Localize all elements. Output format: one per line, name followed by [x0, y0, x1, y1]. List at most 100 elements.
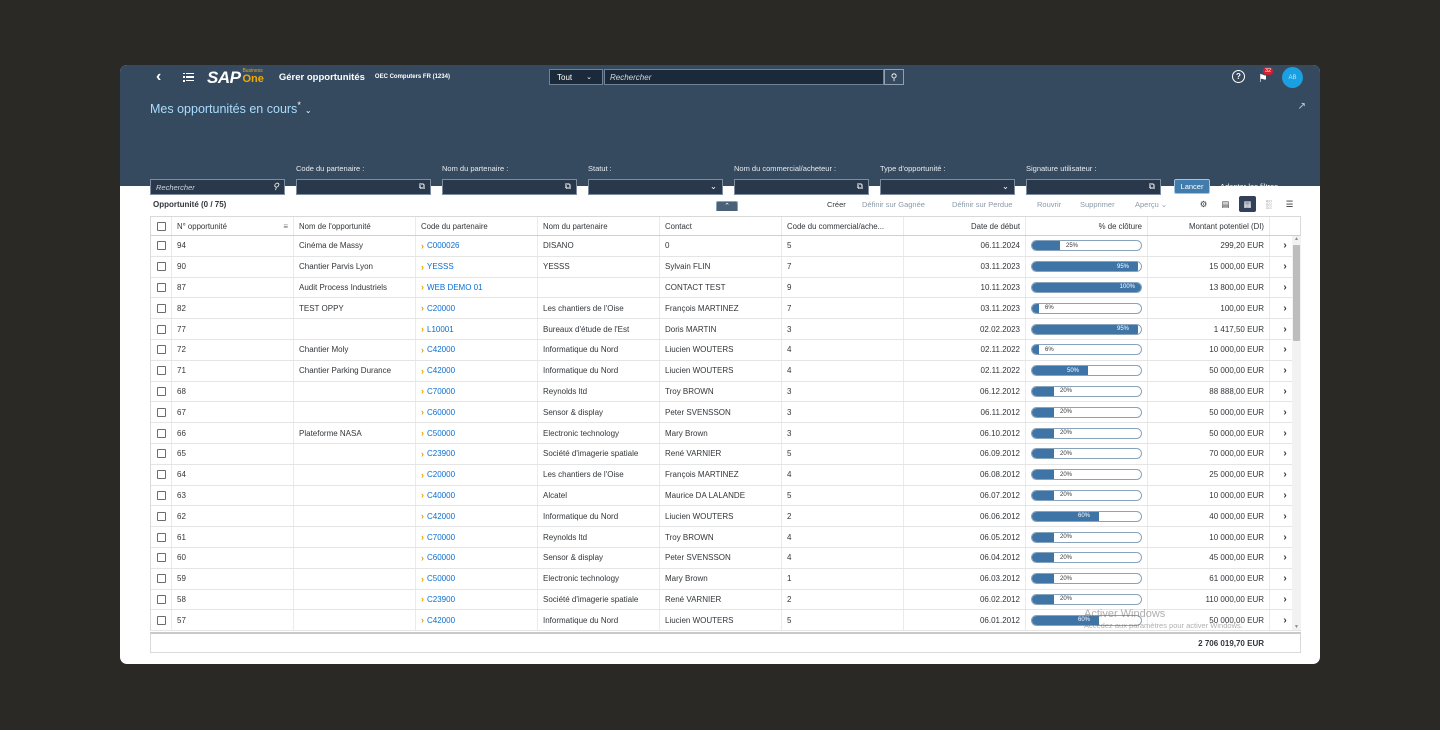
chevron-right-icon[interactable]: ›	[1283, 406, 1287, 418]
row-checkbox[interactable]	[151, 589, 172, 610]
row-checkbox[interactable]	[151, 527, 172, 547]
set-won-button[interactable]: Définir sur Gagnée	[862, 200, 925, 209]
preview-button[interactable]: Aperçu ⌄	[1135, 200, 1168, 209]
table-row[interactable]: 82 TEST OPPY › C20000 Les chantiers de l'…	[151, 298, 1300, 320]
chevron-right-icon[interactable]: ›	[1283, 365, 1287, 377]
chevron-right-icon[interactable]: ›	[1283, 240, 1287, 252]
chevron-right-icon[interactable]: ›	[1283, 469, 1287, 481]
settings-icon[interactable]: ⚙	[1199, 198, 1208, 209]
set-lost-button[interactable]: Définir sur Perdue	[952, 200, 1013, 209]
row-checkbox[interactable]	[151, 319, 172, 339]
avatar[interactable]: AB	[1282, 67, 1303, 88]
list-view-icon[interactable]: ☰	[1285, 198, 1294, 209]
cell-partner-code-link[interactable]: › C60000	[416, 547, 538, 568]
status-select[interactable]: ⌄	[588, 179, 723, 195]
sap-logo[interactable]: SAP Business One	[207, 67, 264, 87]
table-view-icon[interactable]: ▦	[1239, 196, 1256, 212]
cell-partner-code-link[interactable]: › C42000	[416, 506, 538, 527]
select-all-checkbox[interactable]	[151, 217, 172, 235]
partner-name-field[interactable]: ⧉	[442, 179, 577, 195]
opportunity-type-select[interactable]: ⌄	[880, 179, 1015, 195]
row-checkbox[interactable]	[151, 339, 172, 360]
chevron-right-icon[interactable]: ›	[1283, 261, 1287, 273]
global-search-input[interactable]: Rechercher	[604, 69, 884, 85]
col-header-number[interactable]: N° opportunité ≡	[172, 217, 294, 235]
col-header-partner-name[interactable]: Nom du partenaire	[538, 217, 660, 235]
row-checkbox[interactable]	[151, 236, 172, 256]
filter-search-input[interactable]: Rechercher ⚲	[150, 179, 285, 195]
chevron-right-icon[interactable]: ›	[1283, 385, 1287, 397]
col-header-salesperson[interactable]: Code du commercial/ache...	[782, 217, 904, 235]
table-row[interactable]: 71 Chantier Parking Durance › C42000 Info…	[151, 360, 1300, 382]
cell-partner-code-link[interactable]: › C50000	[416, 423, 538, 443]
export-icon[interactable]: ▤	[1221, 198, 1230, 209]
cell-partner-code-link[interactable]: › C42000	[416, 360, 538, 381]
cell-partner-code-link[interactable]: › C70000	[416, 527, 538, 547]
cell-partner-code-link[interactable]: › C20000	[416, 298, 538, 319]
help-icon[interactable]: ?	[1232, 70, 1245, 83]
variant-selector[interactable]: Mes opportunités en cours*⌄	[150, 100, 312, 117]
menu-icon[interactable]	[183, 72, 194, 82]
table-row[interactable]: 59 › C50000 Electronic technology Mary Br…	[151, 568, 1300, 590]
row-checkbox[interactable]	[151, 547, 172, 568]
chevron-right-icon[interactable]: ›	[1283, 593, 1287, 605]
table-row[interactable]: 77 › L10001 Bureaux d'étude de l'Est Dori…	[151, 319, 1300, 340]
cell-partner-code-link[interactable]: › WEB DEMO 01	[416, 277, 538, 298]
row-checkbox[interactable]	[151, 277, 172, 298]
cell-partner-code-link[interactable]: › C50000	[416, 568, 538, 589]
row-checkbox[interactable]	[151, 443, 172, 464]
cell-partner-code-link[interactable]: › C20000	[416, 464, 538, 485]
search-icon[interactable]: ⚲	[884, 69, 904, 85]
cell-partner-code-link[interactable]: › C42000	[416, 610, 538, 631]
col-header-name[interactable]: Nom de l'opportunité	[294, 217, 416, 235]
chevron-right-icon[interactable]: ›	[1283, 302, 1287, 314]
cell-partner-code-link[interactable]: › C42000	[416, 339, 538, 360]
cell-partner-code-link[interactable]: › C60000	[416, 402, 538, 423]
row-checkbox[interactable]	[151, 485, 172, 506]
col-header-closing-pct[interactable]: % de clôture	[1026, 217, 1148, 235]
row-checkbox[interactable]	[151, 506, 172, 527]
row-checkbox[interactable]	[151, 610, 172, 631]
scroll-down-icon[interactable]: ▼	[1294, 624, 1299, 630]
scroll-up-icon[interactable]: ▲	[1294, 236, 1299, 242]
chevron-right-icon[interactable]: ›	[1283, 427, 1287, 439]
table-row[interactable]: 58 › C23900 Société d'imagerie spatiale R…	[151, 589, 1300, 611]
table-row[interactable]: 94 Cinéma de Massy › C000026 DISANO 0 5 0…	[151, 236, 1300, 257]
table-row[interactable]: 65 › C23900 Société d'imagerie spatiale R…	[151, 443, 1300, 465]
table-row[interactable]: 66 Plateforme NASA › C50000 Electronic te…	[151, 423, 1300, 444]
scrollbar-thumb[interactable]	[1293, 245, 1300, 341]
table-row[interactable]: 90 Chantier Parvis Lyon › YESSS YESSS Syl…	[151, 256, 1300, 278]
vertical-scrollbar[interactable]: ▲ ▼	[1292, 236, 1301, 630]
chevron-right-icon[interactable]: ›	[1283, 323, 1287, 335]
col-header-contact[interactable]: Contact	[660, 217, 782, 235]
delete-button[interactable]: Supprimer	[1080, 200, 1115, 209]
chevron-right-icon[interactable]: ›	[1283, 344, 1287, 356]
search-scope-select[interactable]: Tout ⌄	[549, 69, 603, 85]
chevron-right-icon[interactable]: ›	[1283, 573, 1287, 585]
col-header-partner-code[interactable]: Code du partenaire	[416, 217, 538, 235]
col-header-amount[interactable]: Montant potentiel (DI)	[1148, 217, 1270, 235]
value-help-icon[interactable]: ⧉	[1148, 181, 1155, 191]
row-checkbox[interactable]	[151, 423, 172, 443]
table-row[interactable]: 63 › C40000 Alcatel Maurice DA LALANDE 5 …	[151, 485, 1300, 507]
chevron-right-icon[interactable]: ›	[1283, 552, 1287, 564]
table-row[interactable]: 60 › C60000 Sensor & display Peter SVENSS…	[151, 547, 1300, 569]
table-row[interactable]: 64 › C20000 Les chantiers de l'Oise Franç…	[151, 464, 1300, 486]
reopen-button[interactable]: Rouvrir	[1037, 200, 1062, 209]
table-row[interactable]: 68 › C70000 Reynolds ltd Troy BROWN 3 06.…	[151, 381, 1300, 403]
user-signature-field[interactable]: ⧉	[1026, 179, 1161, 195]
cell-partner-code-link[interactable]: › L10001	[416, 319, 538, 339]
table-row[interactable]: 57 › C42000 Informatique du Nord Liucien …	[151, 610, 1300, 632]
chart-view-icon[interactable]: ░	[1265, 199, 1272, 209]
value-help-icon[interactable]: ⧉	[856, 181, 863, 191]
row-checkbox[interactable]	[151, 360, 172, 381]
value-help-icon[interactable]: ⧉	[564, 181, 571, 191]
cell-partner-code-link[interactable]: › YESSS	[416, 256, 538, 277]
partner-code-field[interactable]: ⧉	[296, 179, 431, 195]
chevron-left-icon[interactable]: ‹	[156, 68, 162, 85]
chevron-right-icon[interactable]: ›	[1283, 281, 1287, 293]
row-checkbox[interactable]	[151, 464, 172, 485]
cell-partner-code-link[interactable]: › C23900	[416, 589, 538, 610]
table-row[interactable]: 87 Audit Process Industriels › WEB DEMO 0…	[151, 277, 1300, 299]
chevron-right-icon[interactable]: ›	[1283, 448, 1287, 460]
